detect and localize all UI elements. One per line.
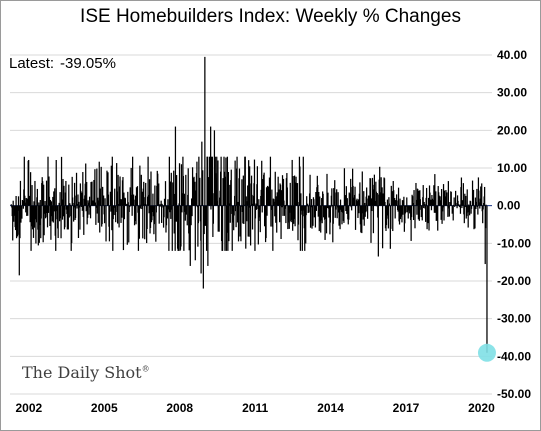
latest-label: Latest: bbox=[9, 55, 55, 72]
latest-point-highlight bbox=[477, 343, 496, 362]
registered-mark: ® bbox=[141, 364, 150, 374]
latest-value: -39.05% bbox=[60, 55, 116, 72]
x-tick-label: 2008 bbox=[166, 401, 193, 415]
y-tick-label: -40.00 bbox=[497, 349, 531, 363]
x-tick-label: 2014 bbox=[317, 401, 344, 415]
y-tick-label: 30.00 bbox=[497, 86, 527, 100]
y-tick-label: 0.00 bbox=[497, 199, 521, 213]
y-tick-label: -50.00 bbox=[497, 387, 531, 401]
weekly-change-bars bbox=[10, 56, 488, 353]
y-tick-label: -10.00 bbox=[497, 236, 531, 250]
watermark-logo: The Daily Shot® bbox=[22, 363, 150, 382]
x-tick-label: 2005 bbox=[91, 401, 118, 415]
x-axis-ticks: 2002 2005 2008 2011 2014 2017 2020 bbox=[16, 401, 496, 415]
chart-title: ISE Homebuilders Index: Weekly % Changes bbox=[80, 6, 461, 27]
latest-highlight bbox=[477, 343, 496, 362]
y-tick-label: 20.00 bbox=[497, 123, 527, 137]
x-tick-label: 2020 bbox=[468, 401, 495, 415]
y-axis-ticks: 40.00 30.00 20.00 10.00 0.00 -10.00 -20.00 -30.… bbox=[497, 48, 531, 401]
watermark-text: The Daily Shot bbox=[22, 363, 142, 382]
y-tick-label: 10.00 bbox=[497, 161, 527, 175]
y-tick-label: 40.00 bbox=[497, 48, 527, 62]
x-tick-label: 2002 bbox=[16, 401, 43, 415]
x-tick-label: 2011 bbox=[242, 401, 268, 415]
latest-annotation: Latest: -39.05% bbox=[9, 55, 116, 72]
y-tick-label: -20.00 bbox=[497, 274, 531, 288]
y-tick-label: -30.00 bbox=[497, 312, 531, 326]
x-tick-label: 2017 bbox=[393, 401, 420, 415]
